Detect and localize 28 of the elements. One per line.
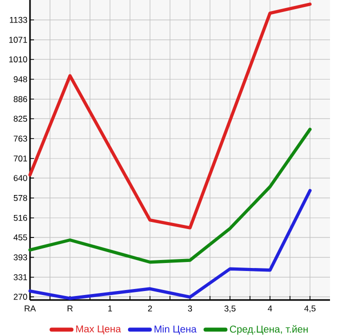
y-tick-label: 763 bbox=[14, 136, 28, 142]
legend-label: Сред.Цена, т.йен bbox=[230, 325, 308, 335]
y-tick-label: 455 bbox=[14, 234, 28, 240]
x-tick-label: 3 bbox=[188, 306, 192, 312]
legend-label: Min Цена bbox=[154, 325, 197, 334]
x-tick-label: 2 bbox=[148, 306, 152, 312]
y-tick-label: 331 bbox=[14, 274, 28, 280]
y-tick-label: 270 bbox=[14, 294, 28, 300]
x-tick-label: 4 bbox=[268, 306, 272, 312]
y-tick-label: 578 bbox=[14, 194, 28, 201]
x-tick-label: R bbox=[68, 306, 73, 312]
y-tick-label: 1071 bbox=[9, 36, 28, 43]
line-series bbox=[28, 128, 312, 264]
y-tick-label: 516 bbox=[14, 214, 28, 221]
x-tick-label: RA bbox=[24, 306, 36, 312]
x-tick-label: 4,5 bbox=[304, 306, 316, 312]
y-tick-label: 393 bbox=[14, 254, 28, 260]
y-tick-label: 825 bbox=[14, 116, 28, 122]
y-tick-label: 701 bbox=[14, 156, 28, 162]
line-series bbox=[28, 2, 312, 230]
y-tick-label: 948 bbox=[14, 76, 28, 82]
y-tick-label: 640 bbox=[14, 175, 28, 182]
x-tick-label: 1 bbox=[108, 306, 112, 312]
y-tick-label: 886 bbox=[14, 96, 28, 102]
legend-label: Max Цена bbox=[76, 325, 121, 334]
y-tick-label: 1133 bbox=[10, 16, 28, 23]
y-tick-label: 1010 bbox=[9, 56, 28, 62]
x-tick-label: 3,5 bbox=[224, 306, 236, 313]
